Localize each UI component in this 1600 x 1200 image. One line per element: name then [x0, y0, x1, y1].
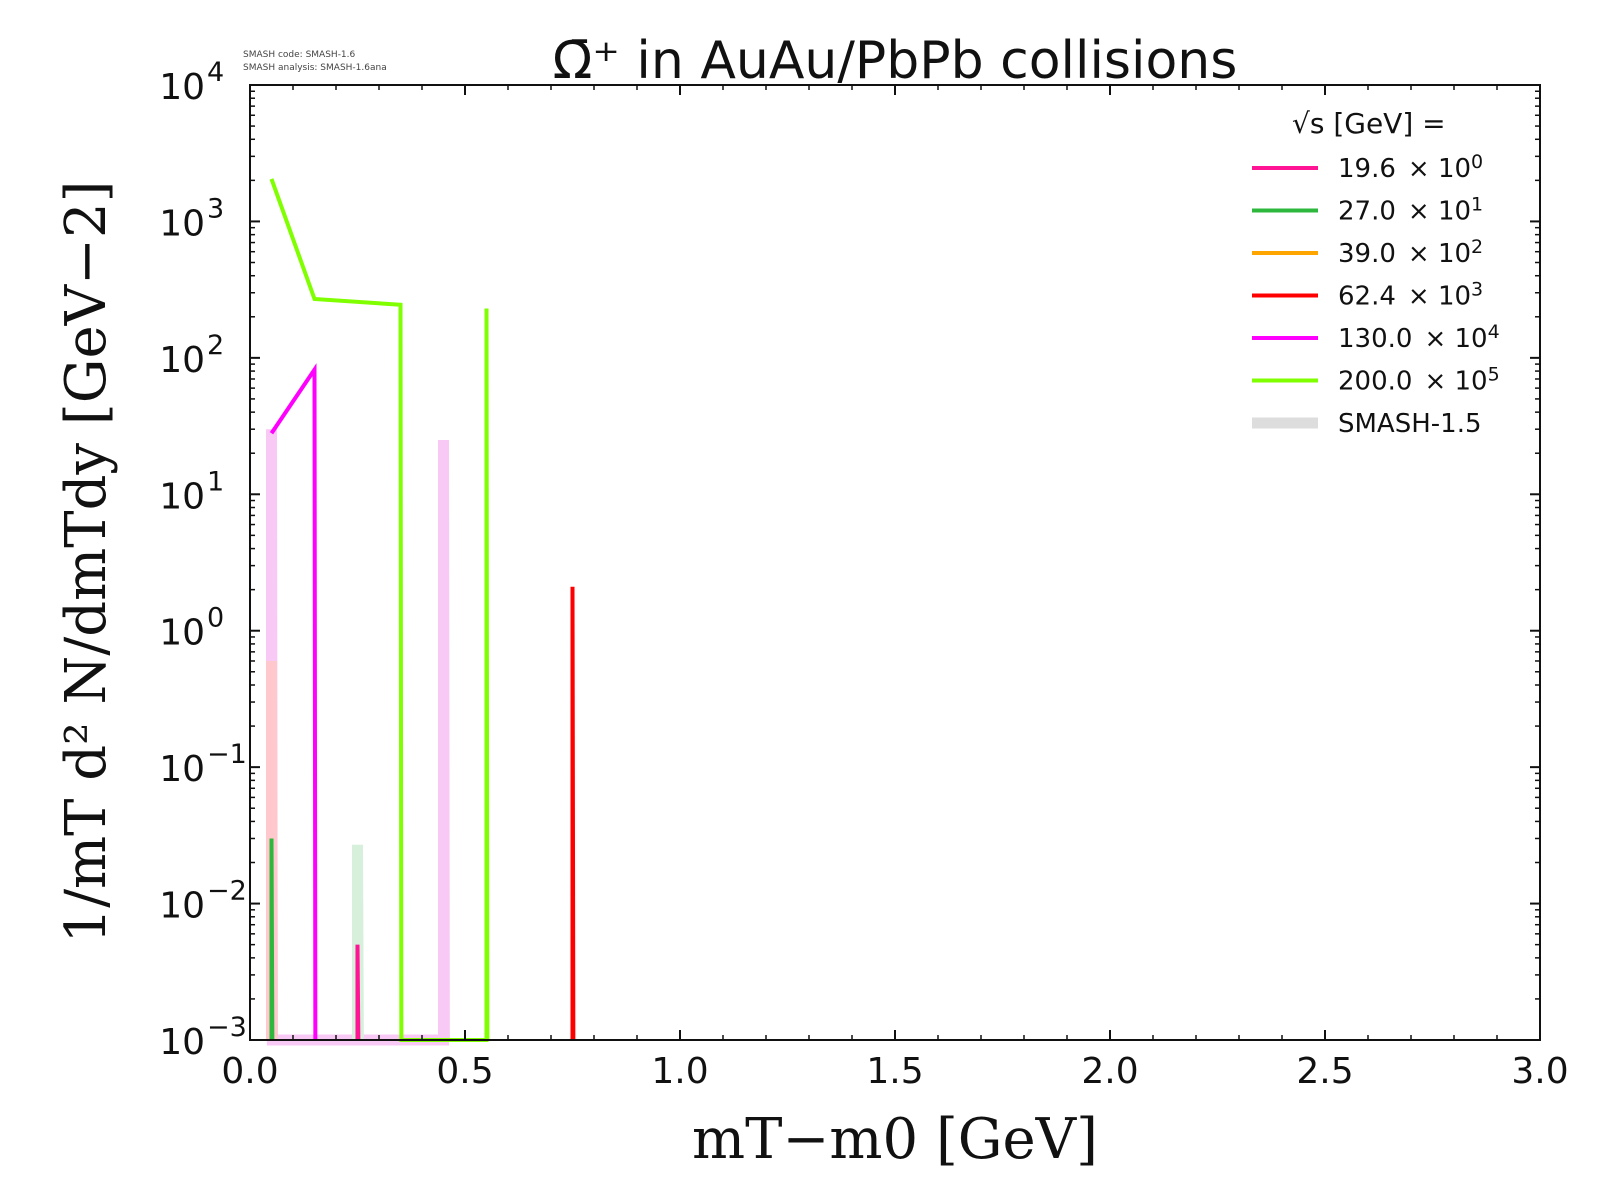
x-tick-label: 1.5	[866, 1051, 923, 1092]
y-tick-label: 10	[159, 749, 205, 790]
y-tick-label: 10	[159, 67, 205, 108]
y-tick-label: 10	[159, 1022, 205, 1063]
y-tick-label: 10	[159, 340, 205, 381]
y-tick-exponent: −2	[207, 876, 247, 907]
series-line-3	[269, 363, 318, 1041]
x-axis-title: mT−m0 [GeV]	[692, 1107, 1098, 1172]
x-tick-label: 0.0	[221, 1051, 278, 1092]
legend-label: 27.0 × 101	[1338, 194, 1483, 227]
y-axis-title: 1/mT d² N/dmTdy [GeV−2]	[54, 181, 119, 944]
x-tick-label: 2.5	[1296, 1051, 1353, 1092]
legend-label: 19.6 × 100	[1338, 151, 1483, 184]
legend: √s [GeV] = 19.6 × 100 27.0 × 101 39.0 × 102 62…	[1252, 107, 1500, 439]
chart-title: Ω̄⁺ in AuAu/PbPb collisions	[553, 31, 1238, 91]
y-tick-exponent: 2	[207, 330, 224, 361]
legend-label: 62.4 × 103	[1338, 279, 1483, 312]
y-tick-label: 10	[159, 476, 205, 517]
y-tick-exponent: −1	[207, 739, 247, 770]
y-tick-exponent: 1	[207, 466, 224, 497]
legend-title: √s [GeV] =	[1292, 107, 1446, 140]
x-tick-label: 1.0	[651, 1051, 708, 1092]
series-line-1	[269, 838, 275, 1041]
y-tick-exponent: −3	[207, 1012, 247, 1043]
x-axis: 0.0 0.5 1.0 1.5 2.0 2.5 3.0	[221, 85, 1569, 1092]
series-line-2	[570, 586, 576, 1041]
x-tick-label: 0.5	[436, 1051, 493, 1092]
legend-label: 130.0 × 104	[1338, 321, 1500, 354]
x-tick-label: 2.0	[1081, 1051, 1138, 1092]
series-line-0	[355, 944, 361, 1041]
y-tick-label: 10	[159, 886, 205, 927]
x-tick-label: 3.0	[1511, 1051, 1568, 1092]
analysis-note-analysis: SMASH analysis: SMASH-1.6ana	[243, 63, 387, 73]
legend-label: SMASH-1.5	[1338, 409, 1482, 439]
legend-label: 39.0 × 102	[1338, 236, 1483, 269]
y-tick-label: 10	[159, 203, 205, 244]
analysis-note-code: SMASH code: SMASH-1.6	[243, 50, 356, 60]
legend-label: 200.0 × 105	[1338, 364, 1500, 397]
y-tick-exponent: 0	[207, 603, 224, 634]
y-tick-exponent: 3	[207, 193, 224, 224]
y-tick-label: 10	[159, 613, 205, 654]
y-tick-exponent: 4	[207, 57, 224, 88]
